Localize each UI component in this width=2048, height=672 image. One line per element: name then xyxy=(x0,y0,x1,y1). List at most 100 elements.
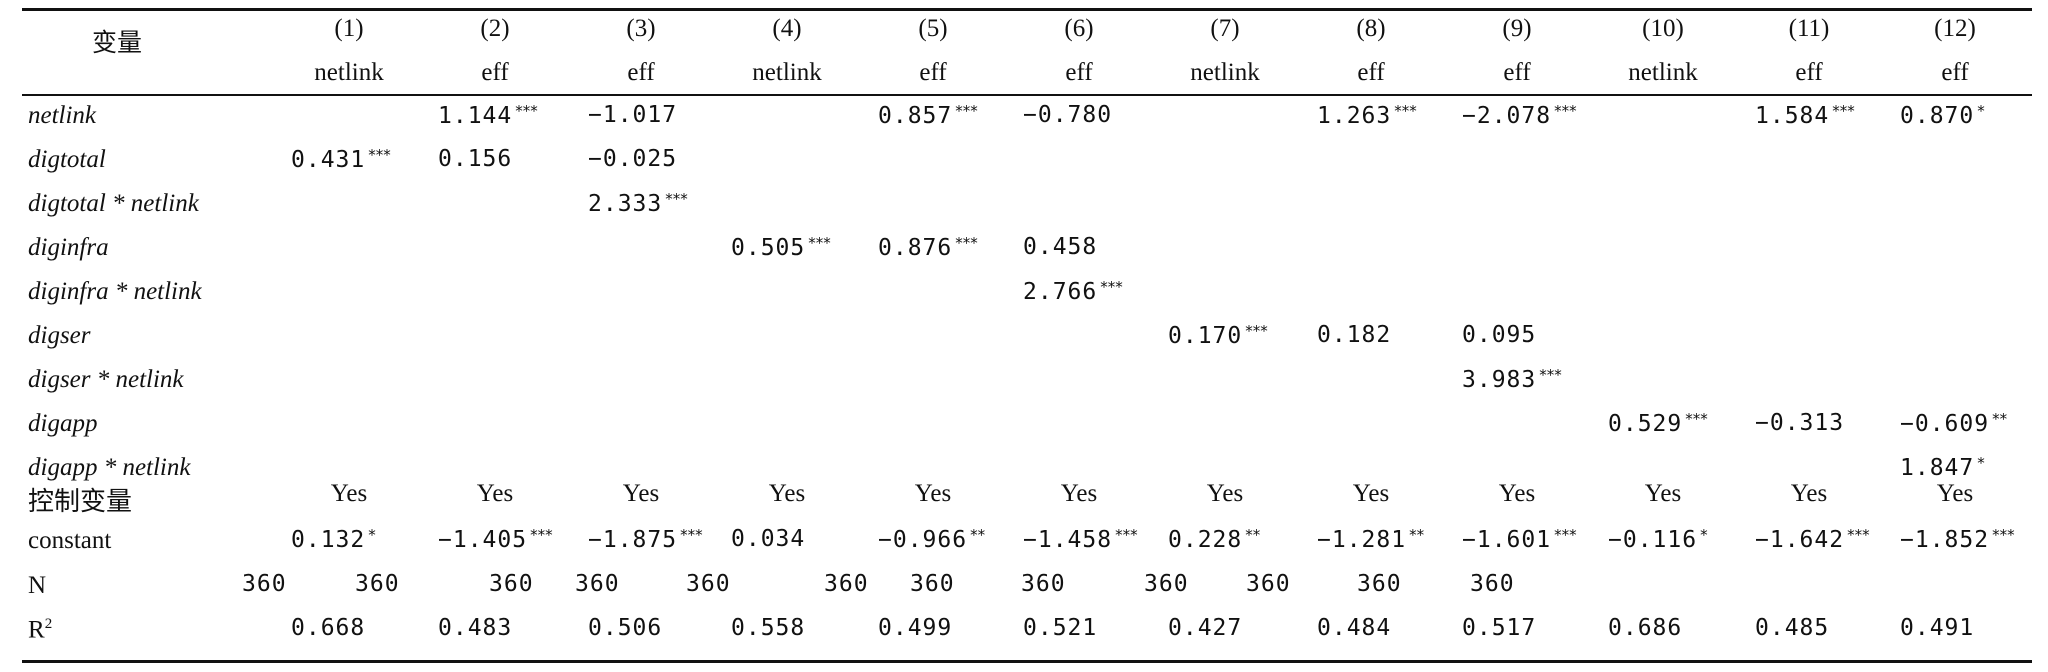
constant-cell: −1.852 *** xyxy=(1900,528,2015,552)
coefficient-value: −0.780 xyxy=(1023,102,1113,128)
controls-yes: Yes xyxy=(914,480,952,507)
coefficient-value: 2.333 xyxy=(588,191,663,217)
coefficient-cell: 0.095 xyxy=(1462,324,1536,347)
coefficient-cell: −0.780 xyxy=(1023,104,1112,127)
observations-cell: 360 xyxy=(686,571,731,597)
coefficient-cell: 0.458 xyxy=(1023,236,1097,259)
significance-stars: * xyxy=(1977,454,1985,472)
significance-stars: *** xyxy=(680,526,703,544)
column-dependent-var: netlink xyxy=(314,59,384,86)
column-number: (6) xyxy=(1064,15,1094,42)
coefficient-value: −1.281 xyxy=(1317,527,1407,553)
coefficient-value: 0.228 xyxy=(1168,527,1243,553)
controls-label: 控制变量 xyxy=(28,487,133,517)
coefficient-cell: 0.857 *** xyxy=(878,104,978,128)
significance-stars: *** xyxy=(1992,526,2015,544)
controls-yes: Yes xyxy=(1060,480,1098,507)
coefficient-value: 0.870 xyxy=(1900,103,1975,129)
significance-stars: *** xyxy=(1100,278,1123,296)
observations-cell: 360 xyxy=(1470,571,1515,597)
significance-stars: ** xyxy=(1409,526,1425,544)
r2-cell: 0.668 xyxy=(291,615,366,641)
significance-stars: *** xyxy=(1685,410,1708,428)
constant-cell: 0.132 * xyxy=(291,528,376,552)
column-number: (12) xyxy=(1934,15,1976,42)
controls-yes: Yes xyxy=(1936,480,1974,507)
observations-cell: 360 xyxy=(1021,571,1066,597)
coefficient-cell: −0.025 xyxy=(588,148,677,171)
observations-cell: 360 xyxy=(489,571,534,597)
significance-stars: *** xyxy=(665,190,688,208)
row-label: digser * netlink xyxy=(28,366,184,393)
coefficient-cell: 1.584 *** xyxy=(1755,104,1855,128)
coefficient-value: 1.584 xyxy=(1755,103,1830,129)
coefficient-value: −2.078 xyxy=(1462,103,1552,129)
column-number: (4) xyxy=(772,15,802,42)
r2-cell: 0.499 xyxy=(878,615,953,641)
coefficient-value: −1.017 xyxy=(588,102,678,128)
row-label: diginfra xyxy=(28,234,109,261)
n-label: N xyxy=(28,572,47,599)
r2-cell: 0.483 xyxy=(438,615,513,641)
column-dependent-var: netlink xyxy=(1628,59,1698,86)
constant-cell: −0.966 ** xyxy=(878,528,985,552)
column-dependent-var: eff xyxy=(481,59,509,86)
coefficient-value: −0.116 xyxy=(1608,527,1698,553)
significance-stars: *** xyxy=(515,102,538,120)
coefficient-cell: 3.983 *** xyxy=(1462,368,1562,392)
coefficient-cell: 0.182 xyxy=(1317,324,1391,347)
column-number: (3) xyxy=(626,15,656,42)
column-number: (1) xyxy=(334,15,364,42)
coefficient-value: −1.875 xyxy=(588,527,678,553)
coefficient-value: −1.405 xyxy=(438,527,528,553)
significance-stars: * xyxy=(1977,102,1985,120)
row-label: digapp xyxy=(28,410,98,437)
observations-cell: 360 xyxy=(910,571,955,597)
coefficient-value: −1.852 xyxy=(1900,527,1990,553)
coefficient-value: 2.766 xyxy=(1023,279,1098,305)
controls-yes: Yes xyxy=(1498,480,1536,507)
column-dependent-var: netlink xyxy=(752,59,822,86)
coefficient-value: −0.025 xyxy=(588,146,678,172)
coefficient-cell: 0.431 *** xyxy=(291,148,391,172)
regression-table: 变量 (1) netlink (2) eff (3) eff (4) netlink (5) ef… xyxy=(22,0,2032,672)
significance-stars: *** xyxy=(368,146,391,164)
observations-cell: 360 xyxy=(242,571,287,597)
corner-header: 变量 xyxy=(92,28,143,57)
column-dependent-var: eff xyxy=(1941,59,1969,86)
coefficient-cell: 1.847 * xyxy=(1900,456,1985,480)
coefficient-cell: 1.263 *** xyxy=(1317,104,1417,128)
coefficient-value: 3.983 xyxy=(1462,367,1537,393)
controls-yes: Yes xyxy=(1790,480,1828,507)
coefficient-value: −0.313 xyxy=(1755,410,1845,436)
column-number: (10) xyxy=(1642,15,1684,42)
r2-cell: 0.686 xyxy=(1608,615,1683,641)
controls-yes: Yes xyxy=(1352,480,1390,507)
significance-stars: ** xyxy=(1992,410,2008,428)
significance-stars: *** xyxy=(530,526,553,544)
coefficient-cell: 0.529 *** xyxy=(1608,412,1708,436)
observations-cell: 360 xyxy=(1246,571,1291,597)
coefficient-value: 0.034 xyxy=(731,526,806,552)
observations-cell: 360 xyxy=(1357,571,1402,597)
coefficient-value: 1.144 xyxy=(438,103,513,129)
significance-stars: *** xyxy=(955,102,978,120)
significance-stars: *** xyxy=(1245,322,1268,340)
top-rule xyxy=(22,8,2032,11)
row-label: digtotal xyxy=(28,146,106,173)
r2-cell: 0.427 xyxy=(1168,615,1243,641)
coefficient-value: 0.529 xyxy=(1608,411,1683,437)
coefficient-cell: −0.313 xyxy=(1755,412,1844,435)
column-dependent-var: eff xyxy=(1503,59,1531,86)
column-number: (2) xyxy=(480,15,510,42)
column-number: (7) xyxy=(1210,15,1240,42)
bottom-rule xyxy=(22,660,2032,663)
constant-cell: −1.281 ** xyxy=(1317,528,1424,552)
coefficient-value: 1.263 xyxy=(1317,103,1392,129)
constant-cell: −1.405 *** xyxy=(438,528,553,552)
significance-stars: *** xyxy=(955,234,978,252)
coefficient-value: −1.642 xyxy=(1755,527,1845,553)
coefficient-value: 0.170 xyxy=(1168,323,1243,349)
significance-stars: *** xyxy=(1554,526,1577,544)
coefficient-cell: −2.078 *** xyxy=(1462,104,1577,128)
